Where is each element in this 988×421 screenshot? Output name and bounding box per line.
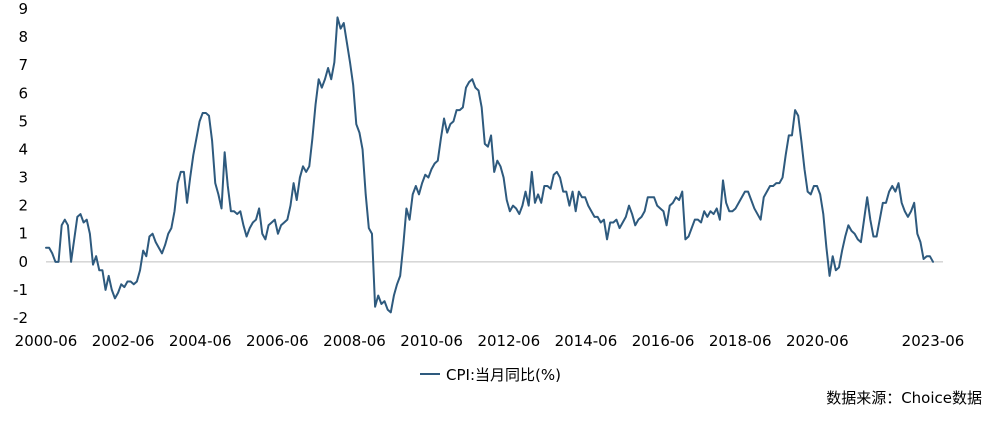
y-tick-label: 5 [18,112,28,130]
y-tick-label: 1 [18,225,28,243]
legend-label: CPI:当月同比(%) [446,366,561,384]
x-tick-label: 2010-06 [400,332,463,350]
y-tick-label: 4 [18,140,28,158]
y-tick-label: 6 [18,84,28,102]
x-tick-label: 2002-06 [92,332,155,350]
x-tick-label: 2004-06 [169,332,232,350]
x-tick-label: 2016-06 [632,332,695,350]
y-tick-label: 8 [18,28,28,46]
data-source-note: 数据来源：Choice数据 [826,389,982,407]
y-tick-label: 9 [18,0,28,18]
x-tick-label: 2012-06 [477,332,540,350]
x-tick-label: 2020-06 [786,332,849,350]
x-tick-label: 2008-06 [323,332,386,350]
y-tick-label: 3 [18,169,28,187]
x-tick-label: 2023-06 [902,332,965,350]
legend: CPI:当月同比(%) [420,366,561,384]
y-axis: -2 -1 0 1 2 3 4 5 6 7 8 9 [13,0,28,327]
x-tick-label: 2006-06 [246,332,309,350]
series-line-cpi [45,16,934,314]
y-tick-label: -1 [13,281,28,299]
y-tick-label: 7 [18,56,28,74]
y-tick-label: 2 [18,197,28,215]
y-tick-label: 0 [18,253,28,271]
x-axis: 2000-06 2002-06 2004-06 2006-06 2008-06 2010-… [15,332,965,350]
y-tick-label: -2 [13,309,28,327]
x-tick-label: 2000-06 [15,332,78,350]
x-tick-label: 2014-06 [555,332,618,350]
x-tick-label: 2018-06 [709,332,772,350]
